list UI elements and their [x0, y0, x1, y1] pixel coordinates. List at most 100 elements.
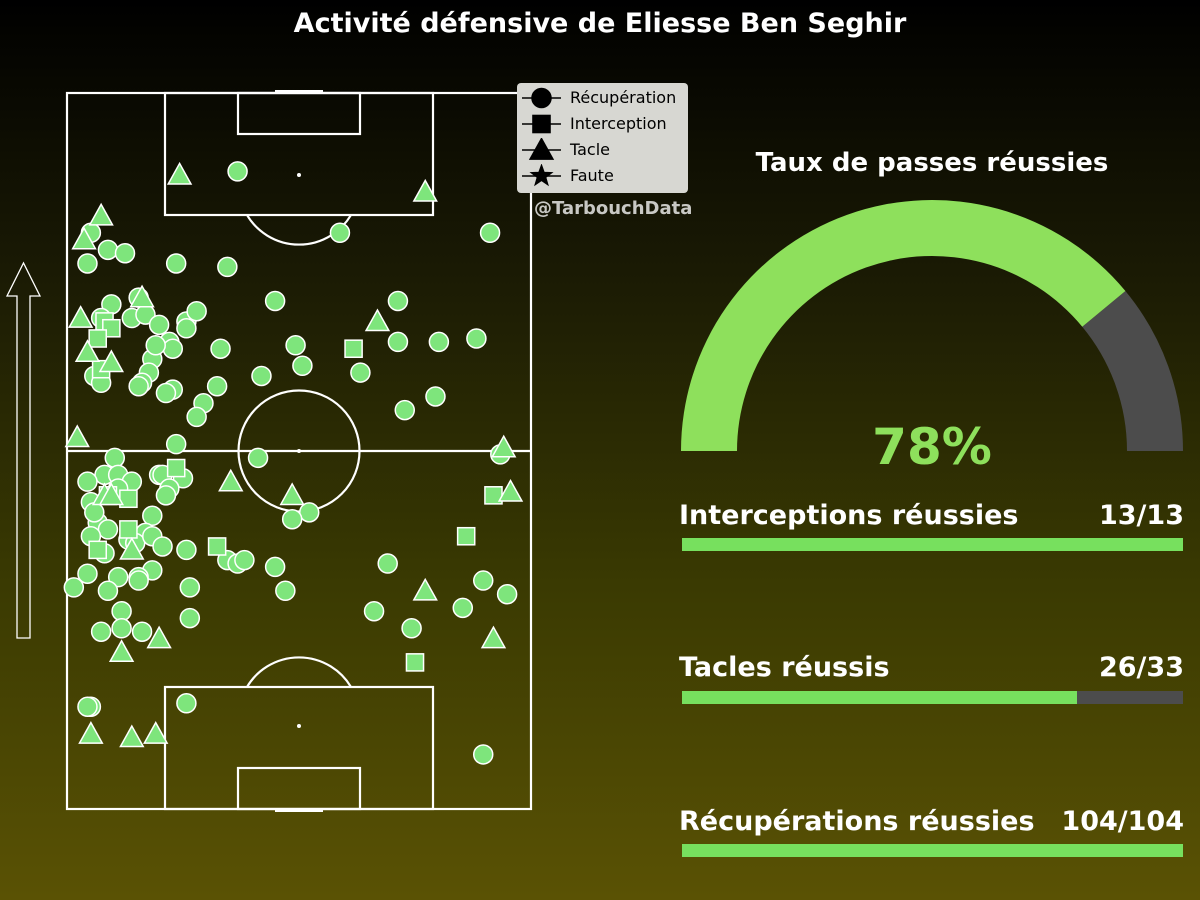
- circle-marker-récupération-77: [264, 556, 286, 578]
- circle-marker-récupération-100: [472, 744, 494, 765]
- gauge-fill: [681, 200, 1126, 451]
- legend-label: Récupération: [570, 88, 677, 107]
- triangle-marker-tacle-10: [491, 434, 517, 458]
- stat-label-interceptions: Interceptions réussies: [679, 500, 1019, 531]
- circle-marker-récupération-86: [275, 580, 296, 602]
- circle-marker-récupération-69: [281, 508, 303, 530]
- circle-marker-récupération-28: [466, 328, 487, 349]
- circle-marker-récupération-91: [452, 597, 474, 619]
- square-marker-interception-11: [88, 540, 108, 560]
- circle-icon: [522, 87, 561, 109]
- circle-marker-récupération-41: [186, 406, 207, 428]
- pitch-chart: [5, 90, 533, 812]
- top-penalty-area: [163, 91, 435, 217]
- legend-item-circle: Récupération: [517, 86, 688, 110]
- triangle-marker-tacle-5: [67, 305, 94, 328]
- triangle-marker-tacle-14: [279, 482, 305, 506]
- circle-marker-récupération-75: [234, 549, 255, 571]
- center-spot: [297, 449, 301, 453]
- stat-value-interceptions: 13/13: [1098, 500, 1184, 531]
- stat-value-tackles: 26/33: [1098, 652, 1184, 683]
- pass-rate-gauge: [681, 200, 1183, 451]
- top-penalty-spot: [297, 173, 301, 177]
- circle-marker-récupération-45: [247, 447, 269, 469]
- circle-marker-récupération-65: [97, 519, 119, 540]
- circle-marker-récupération-1: [329, 222, 351, 244]
- circle-marker-récupération-29: [292, 355, 313, 377]
- triangle-marker-tacle-6: [364, 308, 391, 332]
- triangle-marker-tacle-2: [88, 202, 114, 226]
- square-marker-interception-1: [102, 318, 121, 338]
- circle-marker-récupération-7: [217, 256, 238, 278]
- circle-marker-récupération-90: [363, 600, 385, 622]
- event-markers: [63, 161, 524, 765]
- circle-marker-récupération-47: [104, 447, 126, 469]
- stat-value-recoveries: 104/104: [1061, 806, 1184, 837]
- circle-marker-récupération-27: [428, 331, 450, 353]
- triangle-marker-tacle-21: [78, 721, 104, 744]
- square-marker-interception-10: [456, 526, 476, 546]
- circle-marker-récupération-84: [97, 580, 119, 602]
- circle-marker-récupération-61: [84, 502, 105, 523]
- stat-bar-tackles: [682, 691, 1183, 704]
- circle-marker-récupération-94: [111, 618, 132, 639]
- circle-marker-récupération-83: [63, 577, 85, 598]
- circle-marker-récupération-6: [165, 253, 187, 274]
- stat-bar-fill-recoveries: [682, 844, 1183, 857]
- legend-item-triangle: Tacle: [517, 138, 688, 162]
- circle-marker-récupération-96: [401, 618, 422, 639]
- center-circle: [237, 389, 361, 513]
- stat-label-tackles: Tacles réussis: [679, 652, 890, 683]
- circle-marker-récupération-53: [77, 471, 98, 492]
- circle-marker-récupération-89: [111, 600, 132, 622]
- bottom-penalty-spot: [297, 724, 301, 728]
- circle-marker-récupération-58: [155, 485, 177, 506]
- legend-item-square: Interception: [517, 112, 688, 136]
- circle-marker-récupération-42: [394, 399, 416, 421]
- square-marker-interception-5: [166, 458, 186, 478]
- legend-item-star: Faute: [517, 164, 688, 188]
- square-marker-interception-2: [88, 329, 108, 348]
- stat-label-recoveries: Récupérations réussies: [679, 806, 1035, 837]
- triangle-marker-tacle-19: [108, 639, 135, 663]
- triangle-marker-tacle-1: [412, 178, 438, 202]
- triangle-marker-tacle-23: [143, 721, 169, 744]
- circle-marker-récupération-5: [114, 242, 136, 264]
- circle-marker-récupération-44: [165, 433, 187, 455]
- circle-marker-récupération-82: [128, 570, 149, 591]
- square-marker-interception-3: [344, 339, 363, 359]
- circle-marker-récupération-14: [186, 300, 207, 322]
- circle-marker-récupération-87: [472, 570, 494, 591]
- circle-marker-récupération-0: [227, 161, 248, 182]
- circle-marker-récupération-99: [176, 693, 197, 714]
- circle-marker-récupération-30: [350, 362, 371, 383]
- circle-marker-récupération-88: [496, 583, 518, 605]
- legend-label: Interception: [570, 114, 667, 133]
- circle-marker-récupération-4: [97, 239, 119, 261]
- arrow-up-icon: [5, 261, 42, 639]
- square-marker-interception-12: [207, 537, 227, 556]
- square-marker-interception-9: [119, 520, 138, 539]
- circle-marker-récupération-85: [179, 577, 201, 598]
- bottom-penalty-arc: [246, 656, 352, 688]
- circle-marker-récupération-93: [90, 621, 112, 642]
- triangle-marker-tacle-3: [71, 226, 97, 250]
- triangle-marker-tacle-7: [74, 339, 101, 362]
- gauge-value: 78%: [872, 418, 992, 476]
- triangle-marker-tacle-18: [146, 625, 172, 649]
- circle-marker-récupération-10: [387, 290, 409, 312]
- circle-marker-récupération-34: [128, 375, 149, 397]
- circle-marker-récupération-59: [142, 505, 163, 527]
- triangle-marker-tacle-0: [166, 161, 193, 185]
- circle-marker-récupération-25: [285, 335, 306, 356]
- circle-marker-récupération-24: [145, 335, 166, 356]
- stat-bar-fill-interceptions: [682, 538, 1183, 551]
- circle-marker-récupération-39: [155, 382, 177, 404]
- circle-marker-récupération-43: [425, 386, 446, 407]
- triangle-marker-tacle-17: [412, 577, 438, 601]
- legend-label: Tacle: [570, 140, 611, 159]
- stat-bar-fill-tackles: [682, 691, 1077, 704]
- circle-marker-récupération-18: [148, 314, 170, 336]
- square-icon: [522, 114, 561, 134]
- credit-label: @TarbouchData: [534, 198, 693, 219]
